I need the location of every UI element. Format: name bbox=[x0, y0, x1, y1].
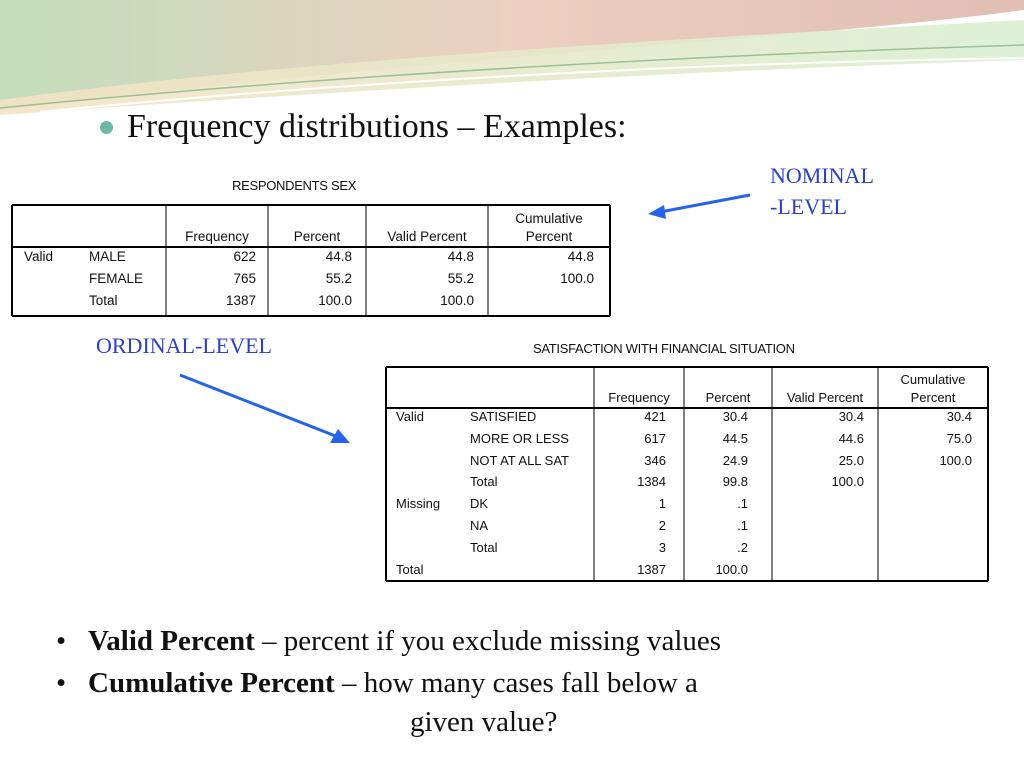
list-item: • Cumulative Percent – how many cases fa… bbox=[56, 662, 721, 704]
bullet-text: – how many cases fall below a bbox=[334, 667, 698, 699]
slide-heading: Frequency distributions – Examples: bbox=[100, 108, 627, 146]
table-row: MORE OR LESS 617 44.5 44.6 75.0 bbox=[376, 431, 998, 453]
row-valid-percent: 30.4 bbox=[838, 409, 864, 424]
row-cumulative-percent: 75.0 bbox=[946, 430, 972, 446]
row-frequency: 346 bbox=[644, 452, 666, 468]
nominal-arrow-icon bbox=[648, 193, 751, 219]
nominal-label-line1: NOMINAL bbox=[770, 163, 874, 188]
slide-heading-text: Frequency distributions – Examples: bbox=[127, 108, 627, 145]
row-percent: 100.0 bbox=[318, 293, 352, 308]
header-swoosh-decoration bbox=[0, 0, 1024, 115]
table2-title: SATISFACTION WITH FINANCIAL SITUATION bbox=[533, 341, 795, 356]
row-category: DK bbox=[470, 496, 489, 512]
row-category: MORE OR LESS bbox=[470, 430, 569, 446]
table2-header-frequency: Frequency bbox=[608, 390, 670, 405]
table2-header-cumulative-percent: Percent bbox=[910, 390, 956, 405]
table-row: Valid SATISFIED 421 30.4 30.4 30.4 bbox=[376, 409, 998, 431]
table1-body: Valid MALE 622 44.8 44.8 44.8 FEMALE 765… bbox=[0, 249, 622, 315]
ordinal-arrow-icon bbox=[179, 373, 350, 443]
row-group-label: Valid bbox=[24, 249, 54, 264]
row-valid-percent: 44.8 bbox=[447, 249, 474, 264]
table-row: NOT AT ALL SAT 346 24.9 25.0 100.0 bbox=[376, 453, 998, 475]
row-frequency: 1387 bbox=[225, 293, 256, 308]
row-percent: .1 bbox=[737, 517, 748, 533]
nominal-level-label: NOMINAL -LEVEL bbox=[770, 160, 874, 222]
bullet-term: Cumulative Percent bbox=[88, 667, 335, 699]
row-percent: 44.5 bbox=[722, 430, 748, 446]
respondents-sex-table: RESPONDENTS SEX Frequency Percent Valid … bbox=[0, 163, 622, 325]
satisfaction-table: SATISFACTION WITH FINANCIAL SITUATION Fr… bbox=[376, 325, 998, 593]
table-row: NA 2 .1 bbox=[376, 518, 998, 540]
table2-header-percent: Percent bbox=[705, 390, 751, 405]
bullet-term: Valid Percent bbox=[88, 625, 255, 657]
table-row: FEMALE 765 55.2 55.2 100.0 bbox=[0, 271, 622, 293]
row-valid-percent: 55.2 bbox=[447, 271, 474, 286]
table1-grid bbox=[11, 204, 611, 317]
table1-header-cumulative-percent: Percent bbox=[525, 229, 573, 244]
row-group-label: Missing bbox=[396, 496, 441, 512]
ordinal-level-label: ORDINAL-LEVEL bbox=[96, 333, 272, 358]
table-row: Valid MALE 622 44.8 44.8 44.8 bbox=[0, 249, 622, 271]
table2-body: Valid SATISFIED 421 30.4 30.4 30.4 MORE OR LES… bbox=[376, 409, 998, 583]
row-frequency: 3 bbox=[658, 539, 666, 555]
row-frequency: 1387 bbox=[637, 561, 666, 577]
bullet-icon: • bbox=[56, 667, 67, 699]
row-category: Total bbox=[89, 293, 118, 308]
row-category: FEMALE bbox=[89, 271, 144, 286]
row-percent: 24.9 bbox=[722, 452, 748, 468]
list-item: • Valid Percent – percent if you exclude… bbox=[56, 620, 721, 662]
table1-header-cumulative: Cumulative bbox=[515, 211, 583, 226]
row-frequency: 617 bbox=[644, 430, 666, 446]
table-row: Total 3 .2 bbox=[376, 540, 998, 562]
table2-grid bbox=[385, 366, 989, 582]
row-category: MALE bbox=[89, 249, 126, 264]
table2-header-cumulative: Cumulative bbox=[900, 372, 966, 387]
table1-header-frequency: Frequency bbox=[185, 229, 249, 244]
table2-header-valid-percent: Valid Percent bbox=[786, 390, 864, 405]
row-category: Total bbox=[470, 474, 498, 490]
row-percent: 30.4 bbox=[722, 409, 748, 424]
row-frequency: 622 bbox=[233, 249, 256, 264]
row-percent: 44.8 bbox=[325, 249, 352, 264]
row-group-label: Valid bbox=[396, 409, 424, 424]
row-frequency: 1 bbox=[658, 496, 666, 512]
row-valid-percent: 44.6 bbox=[838, 430, 864, 446]
row-category: SATISFIED bbox=[470, 409, 537, 424]
row-cumulative-percent: 30.4 bbox=[946, 409, 972, 424]
row-percent: 99.8 bbox=[722, 474, 748, 490]
row-category: NOT AT ALL SAT bbox=[470, 452, 569, 468]
row-percent: .1 bbox=[737, 496, 748, 512]
row-frequency: 421 bbox=[644, 409, 666, 424]
row-category: NA bbox=[470, 517, 489, 533]
row-valid-percent: 100.0 bbox=[831, 474, 864, 490]
bullet-continuation: given value? bbox=[410, 706, 558, 738]
row-valid-percent: 25.0 bbox=[838, 452, 864, 468]
row-frequency: 765 bbox=[233, 271, 256, 286]
bullet-dot-icon bbox=[100, 120, 113, 134]
row-cumulative-percent: 44.8 bbox=[567, 249, 594, 264]
row-valid-percent: 100.0 bbox=[440, 293, 474, 308]
row-frequency: 1384 bbox=[637, 474, 666, 490]
row-category: Total bbox=[470, 539, 498, 555]
row-percent: 55.2 bbox=[325, 271, 352, 286]
nominal-label-line2: -LEVEL bbox=[770, 194, 847, 219]
row-percent: .2 bbox=[737, 539, 748, 555]
bullet-icon: • bbox=[56, 625, 67, 657]
table-row: Total 1387 100.0 100.0 bbox=[0, 293, 622, 315]
row-cumulative-percent: 100.0 bbox=[560, 271, 594, 286]
table-row: Missing DK 1 .1 bbox=[376, 496, 998, 518]
table1-title: RESPONDENTS SEX bbox=[232, 178, 357, 193]
row-cumulative-percent: 100.0 bbox=[939, 452, 972, 468]
row-percent: 100.0 bbox=[715, 561, 748, 577]
table1-header-percent: Percent bbox=[293, 229, 341, 244]
table1-header-valid-percent: Valid Percent bbox=[387, 229, 467, 244]
row-frequency: 2 bbox=[658, 517, 666, 533]
bullet-text: – percent if you exclude missing values bbox=[254, 625, 722, 657]
definition-bullets: • Valid Percent – percent if you exclude… bbox=[56, 620, 721, 704]
table-row: Total 1384 99.8 100.0 bbox=[376, 474, 998, 496]
table-row: Total 1387 100.0 bbox=[376, 562, 998, 584]
row-group-label: Total bbox=[396, 561, 424, 577]
